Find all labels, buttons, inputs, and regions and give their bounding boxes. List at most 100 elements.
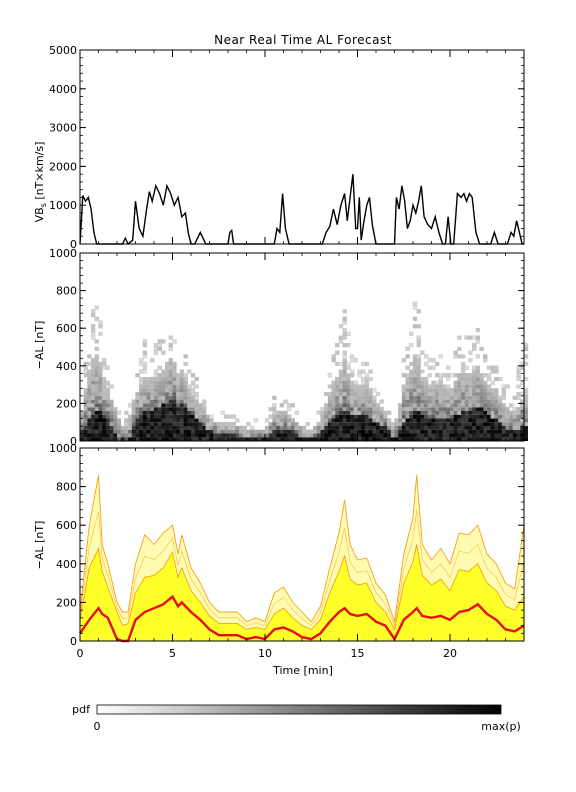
pdf-y-axis-label: −AL [nT] [33,321,46,370]
y-tick-label: 4000 [49,83,77,96]
heatmap-cell [287,403,292,408]
heatmap-cell [376,422,380,426]
heatmap-cell [479,380,484,385]
heatmap-cell [505,418,510,423]
heatmap-cell [342,395,347,400]
heatmap-cell [172,384,177,389]
heatmap-cell [368,429,373,434]
heatmap-cell [353,433,358,438]
heatmap-cell [442,388,447,393]
heatmap-cell [98,391,103,397]
heatmap-cell [457,335,462,340]
heatmap-cell [364,422,369,426]
heatmap-cell [94,414,99,419]
heatmap-cell [431,384,436,389]
heatmap-cell [87,380,92,385]
y-tick-label: 0 [70,435,77,448]
heatmap-cell [346,414,351,419]
heatmap-cell [460,365,466,370]
heatmap-cell [342,320,347,325]
heatmap-cell [398,403,403,408]
heatmap-cell [501,437,506,441]
heatmap-cell [490,391,495,397]
heatmap-cell [353,399,358,404]
heatmap-cell [431,403,436,408]
heatmap-cell [361,429,366,434]
heatmap-cell [327,407,332,411]
heatmap-cell [142,437,147,441]
heatmap-cell [394,426,399,430]
heatmap-cell [520,429,525,434]
heatmap-cell [361,433,366,438]
heatmap-cell [409,426,414,430]
heatmap-cell [412,373,418,378]
heatmap-cell [268,429,273,434]
heatmap-cell [135,395,140,400]
heatmap-cell [460,369,466,374]
heatmap-cell [398,433,403,438]
heatmap-cell [105,380,111,385]
heatmap-cell [361,380,366,385]
heatmap-cell [198,426,203,430]
heatmap-cell [209,429,214,434]
heatmap-cell [498,433,503,438]
heatmap-cell [227,425,233,430]
heatmap-cell [416,343,421,348]
heatmap-cell [135,422,140,426]
heatmap-cell [401,422,406,426]
heatmap-cell [228,429,232,434]
heatmap-cell [87,403,92,408]
heatmap-cell [505,437,510,441]
heatmap-cell [442,433,447,438]
heatmap-cell [161,395,166,400]
heatmap-cell [387,429,392,434]
heatmap-cell [494,376,499,382]
heatmap-cell [339,429,343,434]
chart-title: Near Real Time AL Forecast [214,33,392,47]
heatmap-cell [387,437,392,441]
heatmap-cell [438,373,444,378]
heatmap-cell [316,426,321,430]
heatmap-cell [187,410,192,415]
heatmap-cell [442,414,447,419]
heatmap-cell [427,433,432,438]
heatmap-cell [109,418,114,423]
heatmap-cell [350,426,355,430]
heatmap-cell [320,414,325,419]
heatmap-cell [150,407,155,411]
heatmap-cell [487,414,491,419]
heatmap-cell [361,376,366,382]
heatmap-cell [405,403,410,408]
heatmap-cell [464,403,469,408]
heatmap-cell [80,429,84,434]
heatmap-cell [486,376,492,382]
heatmap-cell [191,395,195,400]
heatmap-cell [272,414,277,419]
heatmap-cell [183,392,188,396]
heatmap-cell [342,384,347,389]
heatmap-cell [416,422,421,426]
heatmap-cell [168,414,173,419]
heatmap-cell [124,429,129,434]
heatmap-cell [357,433,362,438]
heatmap-cell [431,433,436,438]
heatmap-cell [368,410,373,415]
heatmap-cell [120,425,125,430]
heatmap-cell [168,437,173,441]
heatmap-cell [501,410,506,415]
heatmap-cell [457,373,462,378]
heatmap-cell [472,392,477,396]
heatmap-cell [98,320,103,325]
heatmap-cell [383,410,388,415]
heatmap-cell [135,418,140,423]
heatmap-cell [372,414,377,419]
heatmap-cell [120,433,125,438]
heatmap-cell [479,403,484,408]
forecast-y-axis-label: −AL [nT] [33,521,46,570]
heatmap-cell [105,384,111,389]
heatmap-cell [154,410,158,415]
heatmap-cell [335,422,340,426]
heatmap-cell [131,403,136,408]
heatmap-cell [357,373,362,378]
heatmap-cell [80,433,84,438]
